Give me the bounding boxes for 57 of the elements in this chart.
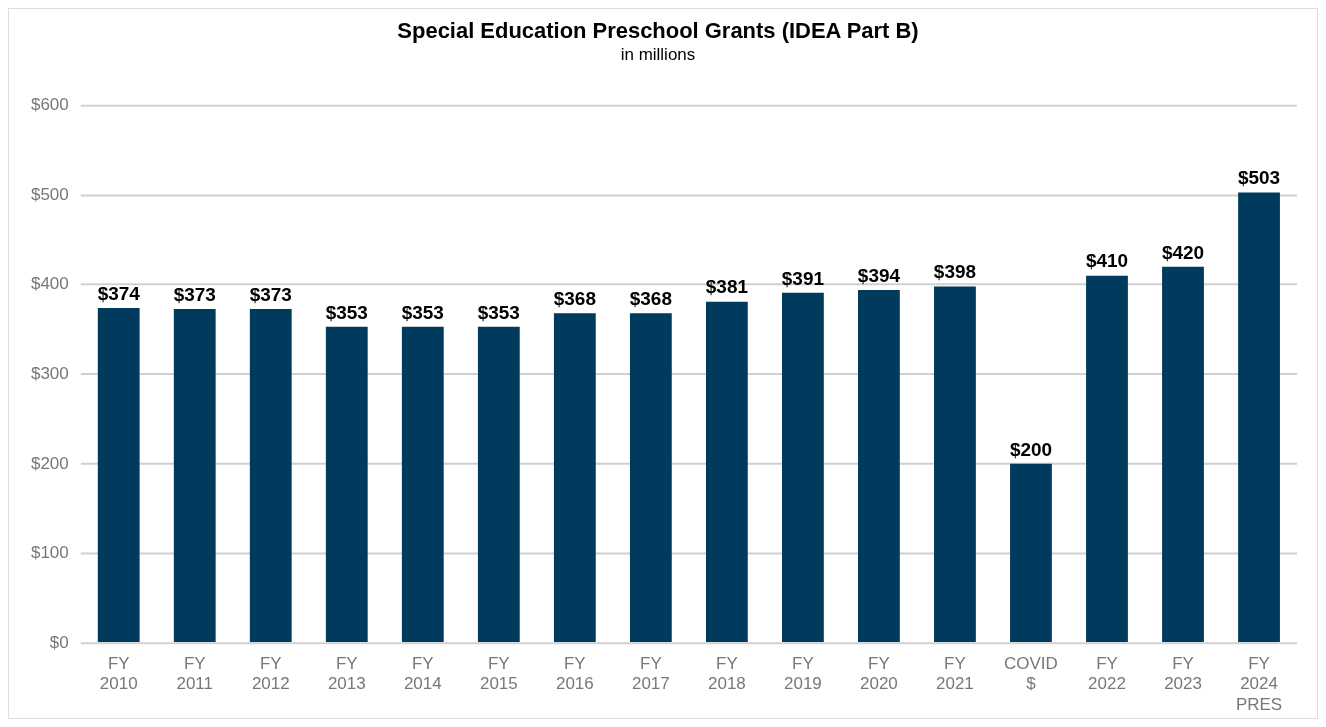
data-label: $353 (401, 301, 444, 323)
data-label: $200 (1009, 438, 1053, 460)
x-tick-label: FY 2019 (784, 653, 822, 694)
bar (477, 326, 520, 643)
bar (97, 307, 140, 643)
x-tick-label: COVID $ (1004, 653, 1058, 694)
x-tick-label: FY 2012 (251, 653, 290, 694)
x-tick-label: FY 2018 (708, 653, 746, 694)
data-label: $420 (1161, 241, 1205, 263)
bar (553, 313, 596, 643)
x-tick-label: FY 2022 (1088, 653, 1126, 694)
y-tick-label: $100 (30, 543, 69, 563)
y-tick-label: $500 (30, 184, 69, 204)
x-tick-label: FY 2017 (631, 653, 670, 694)
chart-title: Special Education Preschool Grants (IDEA Part B) (397, 18, 919, 44)
bar (1086, 275, 1128, 643)
chart-subtitle: in millions (620, 45, 696, 65)
y-tick-label: $300 (30, 363, 69, 383)
bar (1238, 192, 1280, 643)
bar (1010, 463, 1052, 643)
data-label: $353 (477, 301, 520, 323)
data-label: $368 (629, 288, 672, 310)
data-label: $373 (249, 283, 292, 305)
bar (781, 292, 824, 643)
data-label: $391 (781, 267, 824, 289)
x-tick-label: FY 2010 (99, 653, 138, 694)
bar (858, 290, 900, 643)
data-label: $368 (553, 288, 596, 310)
x-tick-label: FY 2015 (479, 653, 518, 694)
y-tick-label: $600 (30, 95, 69, 115)
data-label: $398 (933, 261, 977, 283)
bar (401, 326, 444, 643)
data-label: $374 (97, 282, 141, 304)
bar (173, 308, 216, 643)
x-tick-label: FY 2020 (860, 653, 898, 694)
x-tick-label: FY 2011 (176, 653, 213, 694)
data-label: $503 (1237, 167, 1281, 189)
data-label: $410 (1085, 250, 1129, 272)
data-label: $373 (173, 283, 216, 305)
bar (325, 326, 368, 643)
data-label: $381 (705, 276, 748, 298)
x-tick-label: FY 2023 (1164, 653, 1202, 694)
data-label: $394 (857, 264, 901, 286)
y-tick-label: $0 (49, 632, 69, 652)
bar (705, 301, 748, 643)
y-tick-label: $400 (30, 274, 69, 294)
bar (629, 313, 672, 643)
data-label: $353 (325, 301, 368, 323)
x-tick-label: FY 2024 PRES (1235, 653, 1283, 714)
y-tick-label: $200 (30, 453, 69, 473)
x-tick-label: FY 2013 (327, 653, 366, 694)
x-tick-label: FY 2016 (555, 653, 594, 694)
x-tick-label: FY 2014 (403, 653, 442, 694)
bar (1162, 266, 1204, 643)
bar (934, 286, 976, 643)
x-tick-label: FY 2021 (936, 653, 974, 694)
bar (249, 308, 292, 643)
